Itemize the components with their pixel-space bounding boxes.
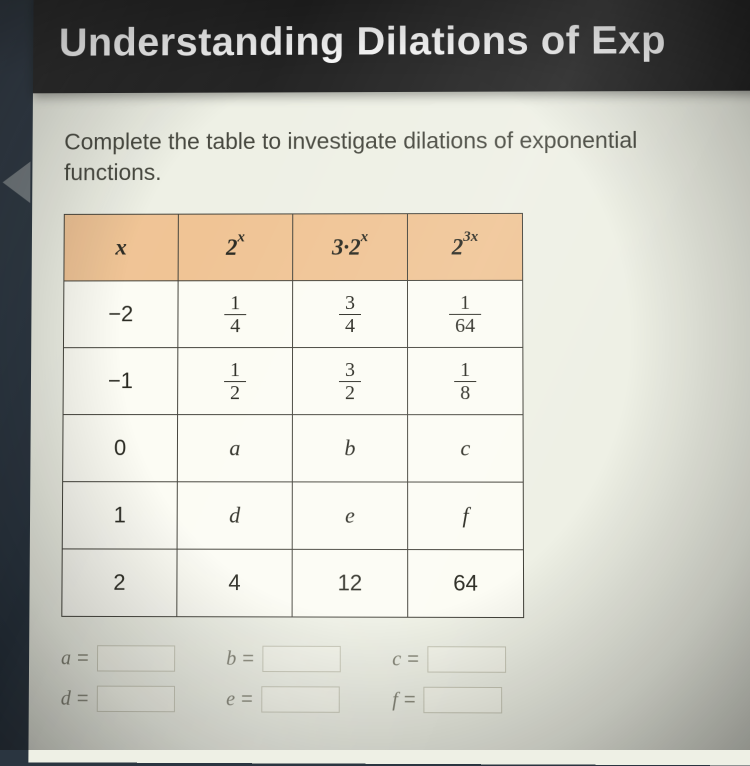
table-row: −21434164: [63, 280, 522, 347]
answer-input-b[interactable]: [262, 646, 340, 673]
equals-label: =: [404, 688, 416, 711]
value-cell: d: [177, 482, 292, 550]
fraction-denominator: 2: [339, 382, 361, 403]
value-cell: f: [408, 482, 524, 550]
answer-field-b: b=: [226, 646, 358, 673]
fraction-denominator: 64: [449, 314, 481, 335]
answer-var-label: a: [61, 647, 71, 670]
fraction-denominator: 4: [224, 315, 246, 336]
value-cell: e: [292, 482, 407, 550]
answer-input-f[interactable]: [424, 687, 503, 714]
page-header: Understanding Dilations of Exp: [33, 0, 750, 93]
value-cell: 12: [178, 348, 293, 415]
equals-label: =: [77, 647, 89, 670]
answer-input-c[interactable]: [427, 646, 506, 673]
fraction: 164: [449, 292, 481, 335]
answer-input-e[interactable]: [261, 686, 339, 713]
answer-fields: a=b=c=d=e=f=: [61, 645, 524, 713]
value-cell: c: [408, 415, 524, 482]
table-body: −21434164−11232180abc1def241264: [62, 280, 524, 617]
dilation-table: x 2x 3·2x 23x −21434164−11232180abc1def2…: [61, 213, 524, 618]
table-row: 0 a b c: [63, 415, 524, 483]
fraction: 12: [224, 360, 246, 403]
equals-label: =: [242, 647, 254, 670]
fraction-numerator: 1: [224, 293, 246, 315]
table-row: −1123218: [63, 348, 523, 415]
answer-var-label: c: [392, 648, 401, 671]
fraction: 34: [339, 293, 361, 336]
col-label: x: [115, 235, 127, 260]
equals-label: =: [241, 688, 253, 711]
x-cell: 2: [62, 549, 177, 617]
answer-field-d: d=: [61, 686, 192, 713]
value-cell: 4: [177, 549, 292, 617]
page-title: Understanding Dilations of Exp: [59, 18, 750, 65]
worksheet-content: Complete the table to investigate dilati…: [29, 91, 750, 739]
fraction: 32: [339, 360, 361, 403]
fraction-numerator: 1: [454, 360, 476, 382]
fraction: 18: [454, 360, 476, 403]
x-cell: 0: [63, 415, 178, 482]
value-cell: 32: [292, 348, 407, 415]
nav-back-chevron: [3, 161, 31, 203]
unknown-variable: f: [462, 503, 468, 528]
col-header-x: x: [64, 214, 178, 281]
answer-var-label: d: [61, 687, 71, 710]
col-header-3-2x: 3·2x: [293, 214, 408, 281]
answer-field-f: f=: [392, 687, 523, 714]
fraction-denominator: 4: [339, 315, 361, 336]
fraction-numerator: 1: [224, 360, 246, 382]
answer-var-label: f: [392, 688, 398, 711]
unknown-variable: c: [460, 435, 470, 460]
value-cell: 18: [408, 348, 524, 415]
unknown-variable: d: [229, 503, 240, 528]
x-cell: −2: [63, 281, 178, 348]
answer-field-e: e=: [226, 686, 358, 713]
table-row: 1 d e f: [62, 482, 523, 550]
fraction-numerator: 3: [339, 360, 361, 382]
equals-label: =: [77, 687, 89, 710]
answer-field-a: a=: [61, 645, 192, 672]
worksheet-page: Understanding Dilations of Exp Complete …: [28, 0, 750, 766]
value-cell: b: [292, 415, 407, 482]
equals-label: =: [407, 648, 419, 671]
unknown-variable: b: [344, 435, 355, 460]
fraction-denominator: 2: [224, 382, 246, 403]
value-cell: 64: [408, 550, 524, 618]
fraction-numerator: 3: [339, 293, 361, 315]
fraction: 14: [224, 293, 246, 336]
unknown-variable: e: [345, 503, 355, 528]
table-row: 241264: [62, 549, 524, 618]
fraction-numerator: 1: [449, 292, 481, 314]
answer-input-a[interactable]: [97, 645, 175, 672]
answer-field-c: c=: [392, 646, 523, 673]
value-cell: 12: [292, 549, 408, 617]
col-header-2x: 2x: [178, 214, 293, 281]
value-cell: 14: [178, 281, 293, 348]
value-cell: 34: [293, 281, 408, 348]
instruction-text: Complete the table to investigate dilati…: [64, 125, 739, 189]
x-cell: −1: [63, 348, 178, 415]
answer-var-label: e: [226, 688, 235, 711]
unknown-variable: a: [229, 435, 240, 460]
x-cell: 1: [62, 482, 177, 549]
value-cell: 164: [407, 280, 522, 347]
table-header-row: x 2x 3·2x 23x: [64, 214, 523, 282]
col-header-2-3x: 23x: [407, 214, 522, 281]
fraction-denominator: 8: [454, 382, 476, 403]
answer-input-d[interactable]: [96, 686, 174, 713]
answer-var-label: b: [226, 647, 236, 670]
value-cell: a: [177, 415, 292, 482]
